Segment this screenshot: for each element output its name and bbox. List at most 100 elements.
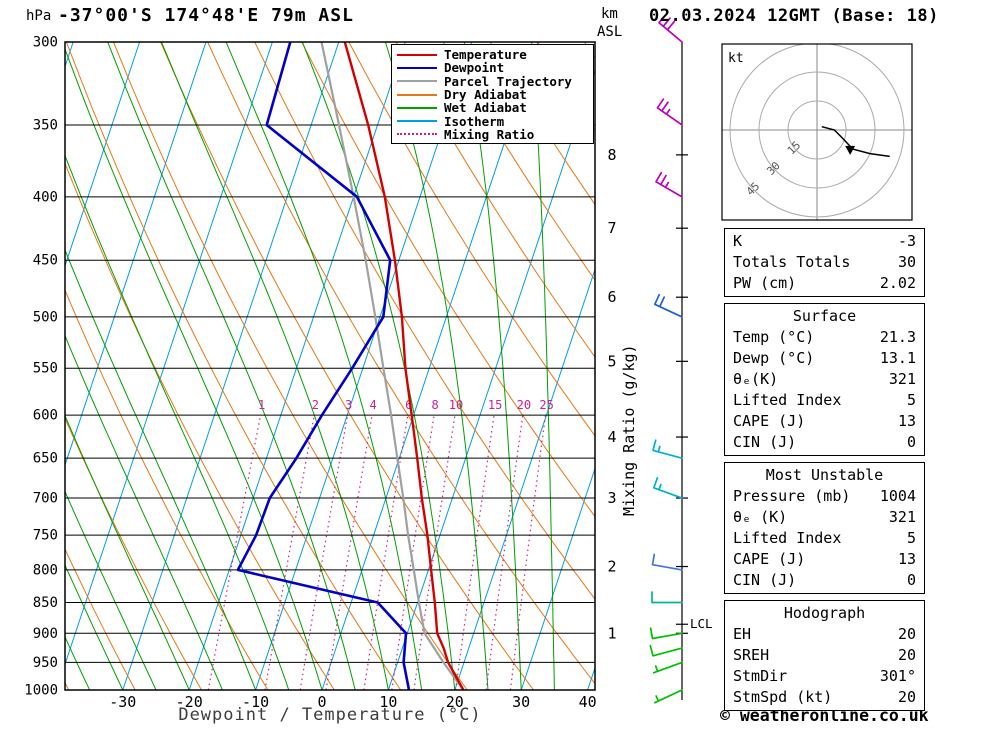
pressure-tick-label: 350 [33, 117, 58, 133]
info-table: Hodograph EH 20 SREH 20 StmDir 301° StmSpd (kt)… [724, 600, 925, 711]
info-row-label: StmSpd (kt) [733, 688, 833, 706]
pressure-tick-labels: 300 350 400 450 500 550 600 650 700 750 800 850 900 9… [24, 35, 58, 699]
km-tick-label: 4 [607, 428, 616, 446]
info-table-row: Lifted Index 5 [725, 528, 924, 549]
info-table-row: θₑ(K) 321 [725, 369, 924, 390]
info-row-value: 301° [879, 667, 916, 685]
info-row-label: SREH [733, 646, 770, 664]
legend-line-sample [397, 133, 437, 136]
km-tick-label: 5 [607, 352, 616, 370]
lcl-label: LCL [690, 616, 713, 631]
run-datetime: 02.03.2024 12GMT (Base: 18) [649, 6, 939, 26]
legend-line-sample [397, 120, 437, 123]
info-row-label: CIN (J) [733, 571, 797, 589]
legend-line-sample [397, 66, 437, 69]
wind-barb [658, 13, 683, 43]
temp-tick-label: 40 [579, 693, 597, 711]
pressure-tick-label: 700 [33, 491, 58, 507]
pressure-tick-label: 850 [33, 595, 58, 611]
wind-barb [653, 689, 683, 704]
info-table-row: SREH 20 [725, 645, 924, 666]
wind-barb [649, 627, 683, 640]
info-table-title: Hodograph [783, 604, 866, 622]
mixing-ratio-value-label: 8 [431, 398, 438, 412]
legend-line-sample [397, 106, 437, 109]
info-row-value: 13 [897, 550, 916, 568]
info-table-row: CIN (J) 0 [725, 432, 924, 453]
legend-item-label: Isotherm [444, 113, 505, 129]
km-tick-label: 8 [607, 146, 616, 164]
hodograph-trace [821, 125, 890, 158]
temp-tick-label: 30 [512, 693, 530, 711]
mixing-ratio-value-label: 20 [517, 398, 531, 412]
info-row-label: PW (cm) [733, 274, 797, 292]
info-row-value: 13.1 [879, 349, 916, 367]
mixing-ratio-axis-label: Mixing Ratio (g/kg) [620, 344, 638, 516]
pressure-tick-label: 950 [33, 655, 58, 671]
wind-barb [649, 644, 683, 657]
info-table-row: θₑ (K) 321 [725, 507, 924, 528]
info-table-row: K -3 [725, 231, 924, 252]
pressure-axis-unit: hPa [26, 8, 52, 24]
storm-motion-marker [845, 145, 856, 155]
info-table-row: CAPE (J) 13 [725, 411, 924, 432]
pressure-tick-label: 550 [33, 361, 58, 377]
info-table-title: Surface [792, 307, 857, 325]
info-table-row: Pressure (mb) 1004 [725, 486, 924, 507]
legend-item: Dewpoint [397, 60, 593, 75]
wind-barb [651, 591, 683, 604]
info-row-value: 321 [888, 508, 916, 526]
mixing-ratio-value-label: 10 [449, 398, 463, 412]
pressure-tick-label: 750 [33, 528, 58, 544]
temp-tick-label: 20 [446, 693, 464, 711]
info-row-value: 5 [906, 529, 916, 547]
info-row-label: Pressure (mb) [733, 487, 851, 505]
info-row-value: 20 [897, 646, 916, 664]
mixing-ratio-value-label: 1 [258, 398, 265, 412]
legend: Temperature Dewpoint Parcel Trajectory Dry … [391, 44, 594, 145]
mixing-ratio-value-label: 25 [539, 398, 553, 412]
km-tick-label: 3 [607, 489, 616, 507]
mixing-ratio-lines [207, 414, 547, 690]
info-table-row: Dewp (°C) 13.1 [725, 348, 924, 369]
pressure-tick-label: 650 [33, 451, 58, 467]
pressure-tick-label: 450 [33, 253, 58, 269]
hodograph-unit-label: kt [728, 51, 744, 66]
mixing-ratio-value-label: 3 [345, 398, 352, 412]
wind-barb [652, 439, 683, 459]
info-row-label: CAPE (J) [733, 550, 806, 568]
info-table-row: EH 20 [725, 624, 924, 645]
km-axis: 8 7 6 5 4 3 2 1 LCL [607, 42, 713, 700]
parcel-curve [320, 42, 465, 690]
hodograph-box [721, 43, 913, 221]
legend-item-label: Wet Adiabat [444, 100, 527, 116]
legend-line-sample [397, 53, 437, 56]
info-row-label: θₑ (K) [733, 508, 788, 526]
pressure-tick-label: 1000 [24, 683, 58, 699]
info-row-value: 20 [897, 625, 916, 643]
plot-border [64, 41, 596, 691]
pressure-tick-label: 600 [33, 408, 58, 424]
info-row-label: Lifted Index [733, 391, 842, 409]
pressure-tick-label: 300 [33, 35, 58, 51]
temp-tick-label: -10 [242, 693, 269, 711]
info-row-value: 0 [906, 433, 916, 451]
mixing-ratio-value-label: 15 [488, 398, 502, 412]
info-row-label: θₑ(K) [733, 370, 779, 388]
info-row-label: CAPE (J) [733, 412, 806, 430]
info-table-row: CIN (J) 0 [725, 570, 924, 591]
km-tick-label: 7 [607, 219, 616, 237]
legend-item: Wet Adiabat [397, 100, 593, 116]
legend-item: Isotherm [397, 113, 593, 129]
mixing-ratio-value-labels: 1 2 3 4 6 8 10 15 20 25 [258, 398, 554, 412]
legend-line-sample [397, 93, 437, 96]
temp-tick-labels: -30 -20 -10 0 10 20 30 40 [109, 693, 596, 711]
info-table-title: Most Unstable [765, 466, 884, 484]
pressure-tick-label: 800 [33, 562, 58, 578]
info-table-row: PW (cm) 2.02 [725, 273, 924, 294]
hodograph-ring [729, 44, 905, 218]
wind-barb [653, 293, 683, 318]
info-row-value: 30 [897, 253, 916, 271]
